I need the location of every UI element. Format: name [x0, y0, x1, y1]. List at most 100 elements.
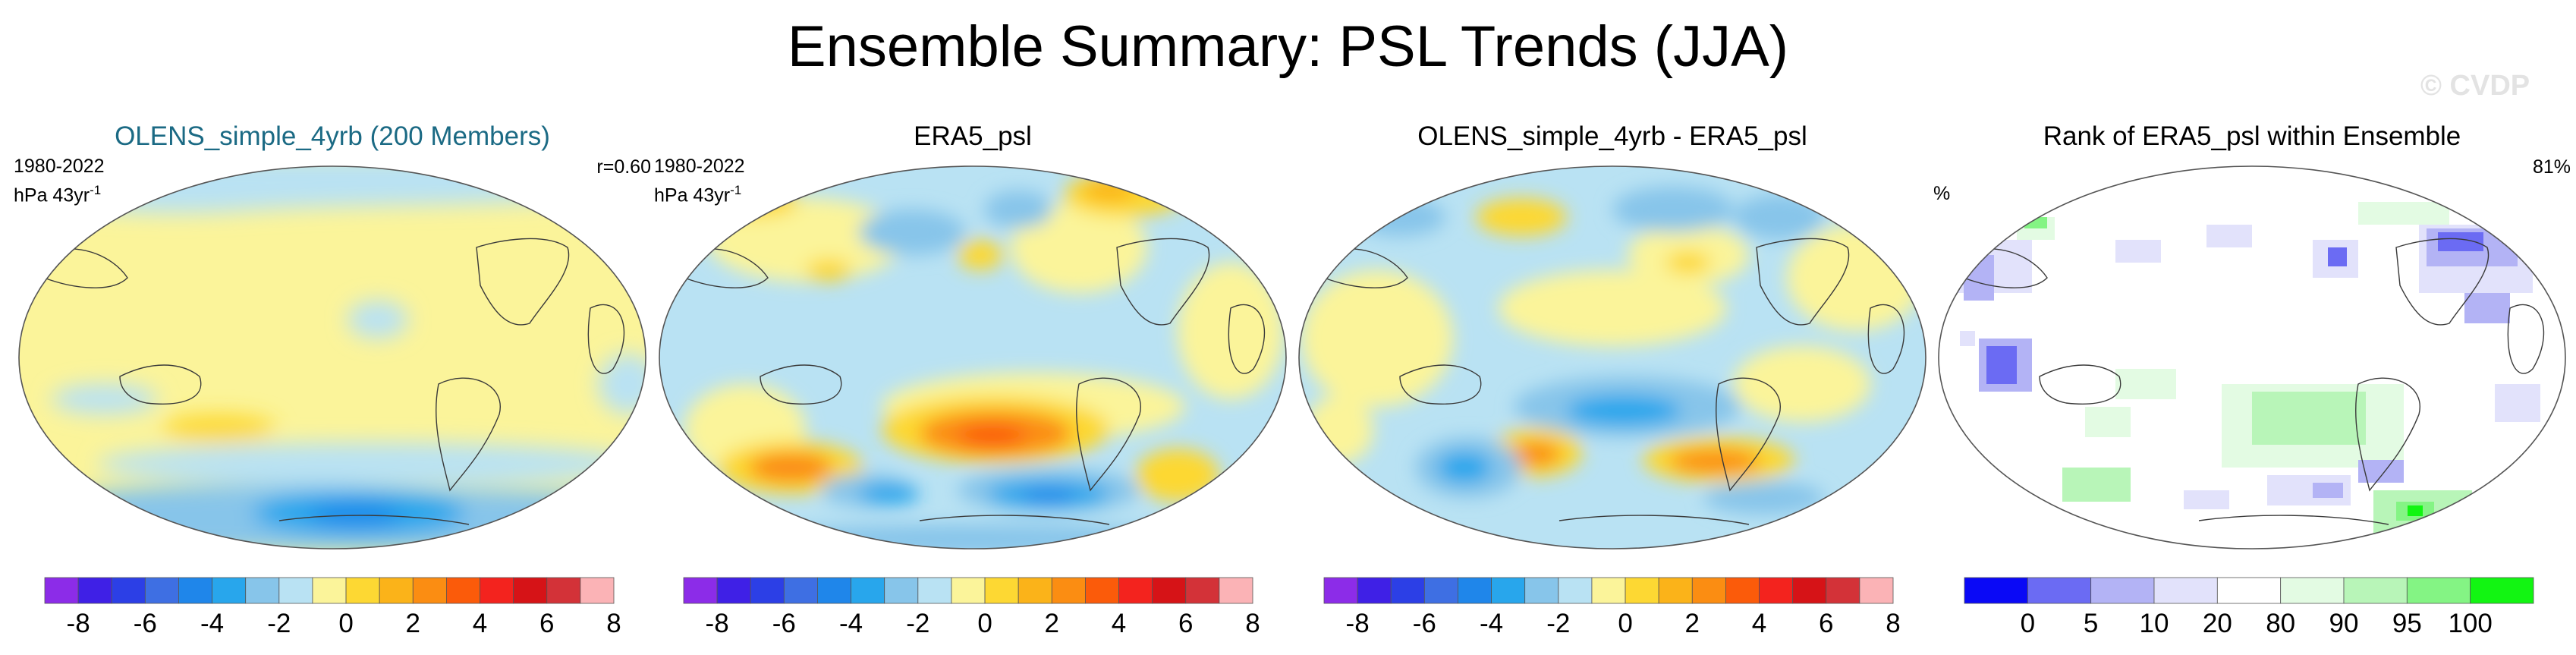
- colorbar-swatch: [77, 577, 112, 604]
- colorbar-tick-label: 20: [2202, 609, 2232, 638]
- colorbar-tick-label: -6: [1412, 609, 1436, 638]
- colorbar-swatch: [2406, 577, 2471, 604]
- colorbar-tick-label: 8: [606, 609, 621, 638]
- colorbar-swatch: [546, 577, 581, 604]
- colorbar-swatch: [817, 577, 851, 604]
- colorbar-swatch: [884, 577, 919, 604]
- colorbar-swatch: [2090, 577, 2155, 604]
- colorbar-tick-label: 4: [1111, 609, 1127, 638]
- colorbar-swatch: [1725, 577, 1760, 604]
- colorbar-swatch: [1185, 577, 1220, 604]
- colorbar-swatches: [1323, 577, 1894, 604]
- colorbar-swatch: [412, 577, 447, 604]
- colorbar-tick-label: 80: [2266, 609, 2296, 638]
- colorbar-swatch: [1085, 577, 1119, 604]
- colorbar-swatches: [683, 577, 1253, 604]
- colorbar-tick-label: -2: [267, 609, 291, 638]
- rank-units-label: %: [1933, 183, 1951, 204]
- panel-period-units: 1980-2022 hPa 43yr-1: [14, 155, 105, 207]
- colorbar-swatch: [1691, 577, 1726, 604]
- colorbar-swatch: [2470, 577, 2534, 604]
- units-label: hPa 43yr-1: [654, 183, 742, 206]
- panel-title: OLENS_simple_4yrb - ERA5_psl: [1417, 121, 1807, 151]
- panel-title: ERA5_psl: [914, 121, 1032, 151]
- colorbar-tick-label: -2: [1546, 609, 1571, 638]
- colorbar-swatch: [984, 577, 1019, 604]
- colorbar-tick-label: 100: [2448, 609, 2493, 638]
- colorbar-trend-1: -8 -6 -4 -2 0 2 4 6 8: [44, 577, 621, 645]
- colorbar-trend-2: -8 -6 -4 -2 0 2 4 6 8: [683, 577, 1260, 645]
- colorbar-tick-label: 4: [472, 609, 488, 638]
- colorbar-swatch: [1859, 577, 1894, 604]
- colorbar-swatch: [245, 577, 280, 604]
- colorbar-tick-label: 0: [1618, 609, 1633, 638]
- colorbar-swatch: [683, 577, 718, 604]
- colorbar-swatch: [178, 577, 212, 604]
- colorbar-swatch: [278, 577, 313, 604]
- units-label: hPa 43yr-1: [14, 183, 102, 206]
- colorbar-swatch: [1357, 577, 1392, 604]
- pattern-correlation: r=0.60: [596, 156, 651, 178]
- colorbar-tick-label: 2: [1044, 609, 1060, 638]
- colorbar-tick-label: -8: [1345, 609, 1370, 638]
- colorbar-tick-label: 8: [1245, 609, 1260, 638]
- panel-olens-mean: OLENS_simple_4yrb (200 Members) 1980-202…: [14, 114, 651, 569]
- colorbar-tick-label: 0: [977, 609, 992, 638]
- colorbar-tick-label: 2: [1684, 609, 1700, 638]
- colorbar-tick-label: -8: [705, 609, 729, 638]
- colorbar-tick-label: 10: [2139, 609, 2169, 638]
- colorbar-swatch: [513, 577, 548, 604]
- colorbar-swatch: [312, 577, 347, 604]
- panel-era5: ERA5_psl 1980-2022 hPa 43yr-1: [654, 114, 1291, 569]
- rank-percent-label: 81%: [2532, 156, 2571, 178]
- colorbar-swatch: [2280, 577, 2345, 604]
- colorbar-swatch: [2343, 577, 2408, 604]
- figure-title: Ensemble Summary: PSL Trends (JJA): [787, 14, 1789, 79]
- colorbar-tick-label: 95: [2392, 609, 2422, 638]
- colorbar-swatch: [1792, 577, 1827, 604]
- colorbar-swatch: [1524, 577, 1559, 604]
- colorbar-swatch: [951, 577, 986, 604]
- robinson-map-olens: [18, 165, 646, 550]
- period-label: 1980-2022: [14, 156, 105, 177]
- colorbar-swatch: [379, 577, 414, 604]
- cvdp-watermark: © CVDP: [2420, 70, 2530, 102]
- colorbar-swatch: [1018, 577, 1052, 604]
- colorbar-swatch: [1323, 577, 1358, 604]
- colorbar-tick-label: -6: [772, 609, 796, 638]
- colorbar-swatch: [1759, 577, 1794, 604]
- robinson-map-rank: [1938, 165, 2566, 550]
- period-label: 1980-2022: [654, 156, 745, 177]
- colorbar-tick-label: 6: [1178, 609, 1194, 638]
- colorbar-swatch: [783, 577, 818, 604]
- colorbar-swatch: [1558, 577, 1593, 604]
- colorbar-swatch: [1658, 577, 1693, 604]
- colorbar-swatch: [1591, 577, 1626, 604]
- colorbar-swatch: [345, 577, 380, 604]
- colorbar-tick-label: 2: [405, 609, 421, 638]
- colorbar-tick-label: 8: [1886, 609, 1901, 638]
- colorbar-swatch: [917, 577, 952, 604]
- colorbar-tick-label: -8: [66, 609, 90, 638]
- colorbar-swatch: [2153, 577, 2218, 604]
- colorbar-swatch: [851, 577, 885, 604]
- colorbar-swatch: [111, 577, 146, 604]
- colorbar-tick-label: -4: [200, 609, 225, 638]
- colorbar-swatch: [716, 577, 751, 604]
- colorbar-rank: 0 5 10 20 80 90 95 100: [1964, 577, 2540, 645]
- colorbar-swatch: [1219, 577, 1253, 604]
- colorbar-swatch: [1152, 577, 1187, 604]
- colorbar-swatch: [144, 577, 179, 604]
- colorbar-tick-label: 4: [1751, 609, 1767, 638]
- colorbar-tick-label: 0: [338, 609, 354, 638]
- colorbar-tick-label: 0: [2020, 609, 2036, 638]
- panel-title: OLENS_simple_4yrb (200 Members): [115, 121, 550, 151]
- colorbar-swatch: [1423, 577, 1458, 604]
- panel-title: Rank of ERA5_psl within Ensemble: [2043, 121, 2461, 151]
- panel-rank: Rank of ERA5_psl within Ensemble % 81%: [1933, 114, 2571, 569]
- colorbar-swatch: [1964, 577, 2028, 604]
- colorbar-swatch: [750, 577, 785, 604]
- colorbar-swatch: [1826, 577, 1860, 604]
- colorbar-tick-label: -2: [906, 609, 930, 638]
- colorbar-swatch: [580, 577, 615, 604]
